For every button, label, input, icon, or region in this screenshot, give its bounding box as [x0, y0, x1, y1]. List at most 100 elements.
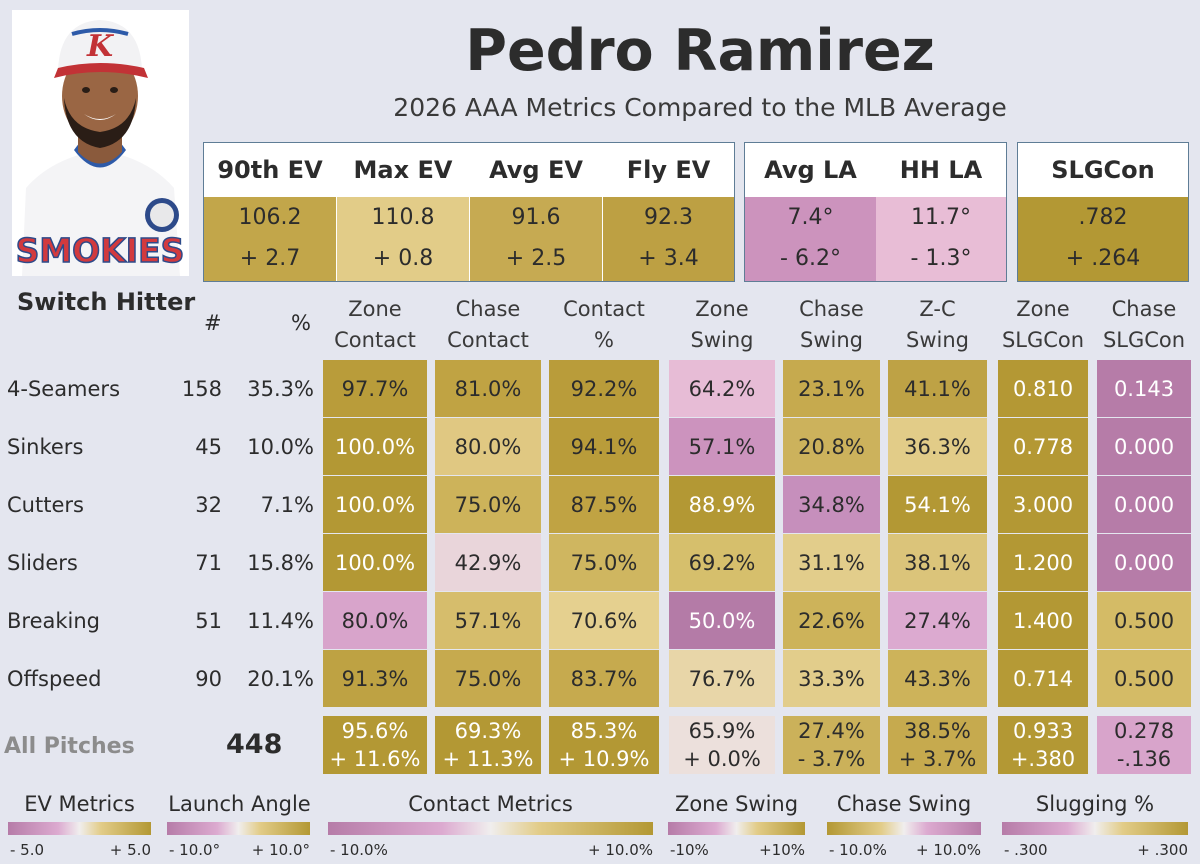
column-header: Z-C Swing — [878, 294, 997, 356]
legend-title: Slugging % — [1035, 792, 1155, 816]
column-header-line1: Contact — [563, 297, 645, 321]
metric-avg-ev: Avg EV 91.6 + 2.5 — [470, 143, 602, 281]
metric-cell: 0.000 — [1097, 534, 1191, 591]
metric-cell: 70.6% — [549, 592, 659, 649]
metric-cell: 43.3% — [888, 650, 987, 707]
all-pitches-diff: + 11.6% — [329, 747, 421, 771]
metric-cell: 0.714 — [998, 650, 1088, 707]
metric-cell: 81.0% — [435, 360, 541, 417]
all-pitches-diff: -.136 — [1116, 747, 1172, 771]
metric-label: Avg EV — [470, 143, 602, 197]
metric-fly-ev: Fly EV 92.3 + 3.4 — [603, 143, 734, 281]
metric-cell: 27.4% — [888, 592, 987, 649]
column-header: Zone Contact — [313, 294, 437, 356]
column-header-line2: Swing — [690, 328, 754, 352]
metric-cell: 38.1% — [888, 534, 987, 591]
metric-cell: 50.0% — [669, 592, 775, 649]
column-header-line1: Zone — [695, 297, 749, 321]
column-header-line2: % — [594, 328, 614, 352]
slgcon-box: SLGCon .782 + .264 — [1017, 142, 1189, 282]
metric-cell: 0.000 — [1097, 476, 1191, 533]
legend-gradient-bar — [8, 822, 151, 835]
pitch-percentage: 11.4% — [247, 609, 314, 633]
player-photo-illustration: K SMOKIES — [12, 10, 189, 276]
metric-avg-la: Avg LA 7.4° - 6.2° — [745, 143, 876, 281]
all-pitches-value: 69.3% — [454, 719, 522, 743]
metric-label: Fly EV — [603, 143, 734, 197]
legend-min: - 10.0% — [330, 841, 388, 859]
all-pitches-cell: 38.5% + 3.7% — [888, 716, 987, 774]
metric-cell: 57.1% — [669, 418, 775, 475]
all-pitches-diff: + 10.9% — [558, 747, 650, 771]
all-pitches-count: 448 — [226, 729, 283, 760]
pitch-type-label: Breaking — [7, 609, 101, 633]
launch-angle-box: Avg LA 7.4° - 6.2° HH LA 11.7° - 1.3° — [744, 142, 1007, 282]
metric-cell: 23.1% — [783, 360, 880, 417]
pitch-count: 158 — [181, 377, 222, 401]
metric-label: 90th EV — [204, 143, 336, 197]
metric-value: 92.3 — [603, 197, 734, 239]
legend-gradient-bar — [668, 822, 805, 835]
metric-cell: 0.500 — [1097, 650, 1191, 707]
all-pitches-cell: 65.9% + 0.0% — [669, 716, 775, 774]
metric-cell: 75.0% — [435, 650, 541, 707]
metric-cell: 20.8% — [783, 418, 880, 475]
pitch-percentage: 15.8% — [247, 551, 314, 575]
metric-value: 110.8 — [337, 197, 469, 239]
pitch-count: 51 — [195, 609, 222, 633]
all-pitches-value: 38.5% — [904, 719, 971, 743]
metric-cell: 92.2% — [549, 360, 659, 417]
column-header: Zone Swing — [659, 294, 785, 356]
all-pitches-diff: - 3.7% — [797, 747, 866, 771]
legend-min: - 10.0% — [829, 841, 887, 859]
all-pitches-diff: +.380 — [1010, 747, 1076, 771]
column-header: Chase Swing — [773, 294, 890, 356]
metric-diff: + .264 — [1018, 239, 1188, 281]
pitch-percentage: 10.0% — [247, 435, 314, 459]
column-header-line1: Chase — [799, 297, 864, 321]
legend-gradient-bar — [167, 822, 310, 835]
column-header-line2: SLGCon — [1102, 328, 1186, 352]
legend-min: -10% — [670, 841, 709, 859]
column-header: Chase Contact — [425, 294, 551, 356]
all-pitches-diff: + 0.0% — [683, 747, 761, 771]
metric-cell: 80.0% — [435, 418, 541, 475]
metric-label: HH LA — [876, 143, 1006, 197]
metric-diff: + 3.4 — [603, 239, 734, 281]
pitch-type-label: Sinkers — [7, 435, 84, 459]
metric-cell: 75.0% — [549, 534, 659, 591]
column-header: Chase SLGCon — [1087, 294, 1200, 356]
legend-title: Contact Metrics — [408, 792, 573, 816]
count-header: # — [204, 311, 222, 335]
metric-cell: 75.0% — [435, 476, 541, 533]
legend-max: + .300 — [1137, 841, 1188, 859]
legend-max: + 10.0° — [251, 841, 310, 859]
metric-cell: 88.9% — [669, 476, 775, 533]
all-pitches-value: 0.933 — [1012, 719, 1074, 743]
metric-slgcon: SLGCon .782 + .264 — [1018, 143, 1188, 281]
all-pitches-value: 27.4% — [798, 719, 865, 743]
batter-type: Switch Hitter — [17, 288, 196, 316]
legend-max: + 10.0% — [916, 841, 981, 859]
metric-value: 106.2 — [204, 197, 336, 239]
cap-logo: K — [86, 29, 115, 64]
all-pitches-cell: 0.933 +.380 — [998, 716, 1088, 774]
metric-cell: 31.1% — [783, 534, 880, 591]
column-header-line2: Contact — [447, 328, 529, 352]
metric-cell: 1.200 — [998, 534, 1088, 591]
metric-value: 91.6 — [470, 197, 602, 239]
pitch-type-label: 4-Seamers — [7, 377, 121, 401]
all-pitches-cell: 0.278 -.136 — [1097, 716, 1191, 774]
metric-diff: + 0.8 — [337, 239, 469, 281]
metric-cell: 22.6% — [783, 592, 880, 649]
metric-cell: 97.7% — [323, 360, 427, 417]
pitch-count: 90 — [195, 667, 222, 691]
player-photo: K SMOKIES — [12, 10, 189, 276]
metric-cell: 100.0% — [323, 418, 427, 475]
ev-metrics-box: 90th EV 106.2 + 2.7 Max EV 110.8 + 0.8 A… — [203, 142, 735, 282]
metric-diff: + 2.5 — [470, 239, 602, 281]
metric-value: .782 — [1018, 197, 1188, 239]
player-name: Pedro Ramirez — [465, 18, 935, 84]
metric-cell: 34.8% — [783, 476, 880, 533]
metric-diff: - 1.3° — [876, 239, 1006, 281]
